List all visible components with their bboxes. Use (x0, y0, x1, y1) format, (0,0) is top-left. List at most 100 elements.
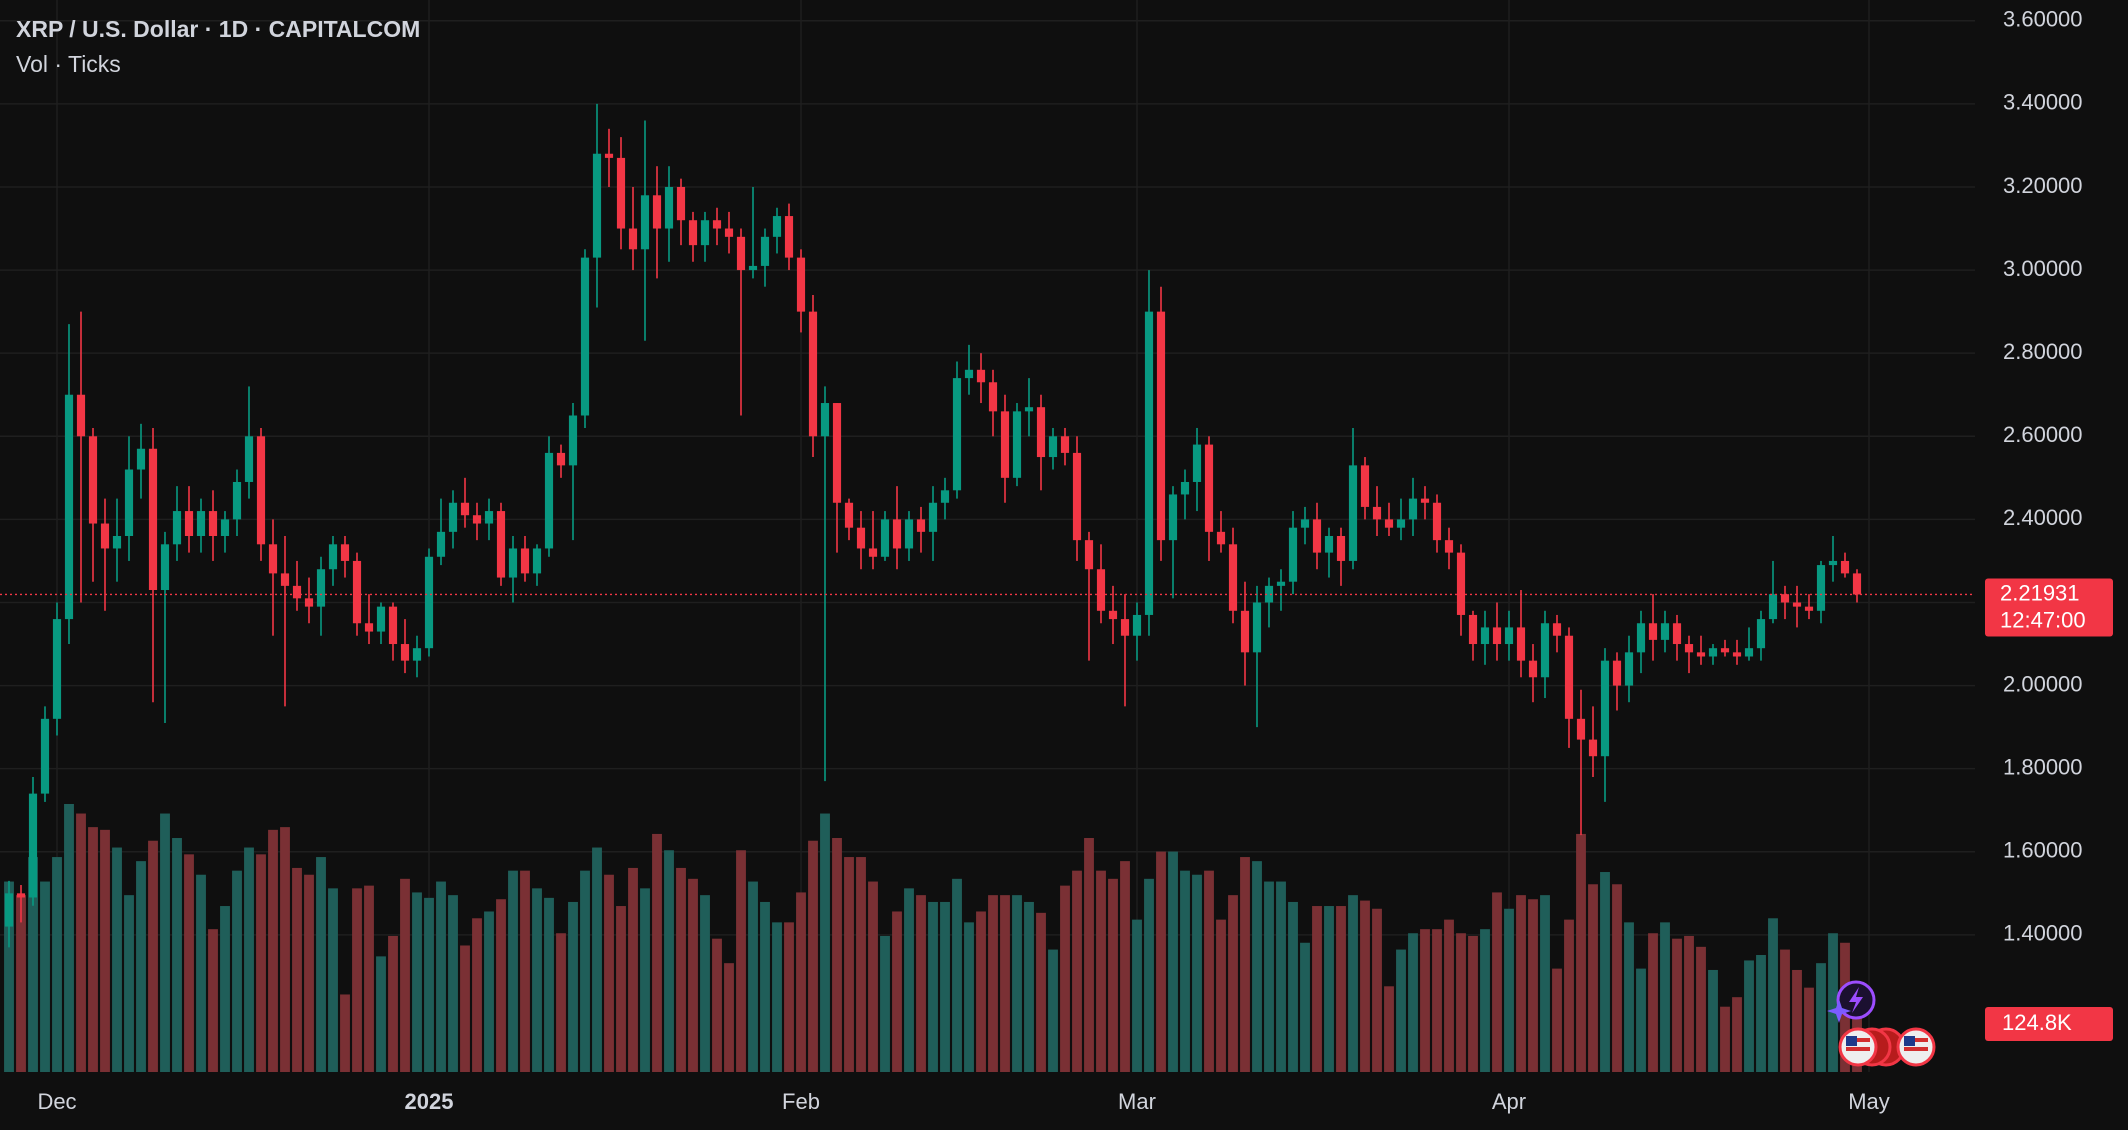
candle-body (220, 519, 230, 536)
candle-body (1372, 506, 1382, 520)
candle-body (652, 195, 662, 229)
y-tick-label: 2.80000 (2003, 339, 2083, 364)
candle-body (1828, 560, 1838, 566)
volume-bar (1684, 935, 1694, 1072)
candle-body (124, 469, 134, 536)
y-tick-label: 1.80000 (2003, 754, 2083, 779)
candle-body (736, 236, 746, 271)
volume-bar (568, 901, 578, 1072)
volume-bar (1156, 851, 1166, 1072)
candle-body (172, 511, 182, 545)
candle-body (280, 573, 290, 586)
volume-bar (1780, 949, 1790, 1072)
volume-bar (376, 956, 386, 1072)
volume-bar (604, 874, 614, 1072)
volume-bar (1300, 942, 1310, 1072)
volume-bar (916, 895, 926, 1072)
volume-bar (268, 829, 278, 1072)
volume-bar (412, 892, 422, 1072)
candle-body (292, 585, 302, 599)
volume-bar (484, 911, 494, 1072)
candle-body (1384, 519, 1394, 528)
candle-body (1516, 627, 1526, 661)
candle-body (1756, 619, 1766, 649)
volume-bar (808, 840, 818, 1072)
candle-body (1660, 623, 1670, 640)
candle-body (304, 598, 314, 607)
candle-body (64, 394, 74, 620)
volume-bar (1480, 929, 1490, 1072)
volume-bar (1444, 919, 1454, 1072)
volume-bar (1504, 908, 1514, 1072)
candle-body (964, 369, 974, 379)
volume-value-label: 124.8K (2002, 1010, 2072, 1035)
volume-bar (1624, 922, 1634, 1072)
candle-body (580, 257, 590, 416)
volume-bar (1372, 908, 1382, 1072)
volume-bar (304, 874, 314, 1072)
volume-bar (1012, 895, 1022, 1072)
candle-body (1480, 627, 1490, 645)
volume-bar (52, 857, 62, 1072)
candle-body (856, 527, 866, 549)
candle-body (760, 236, 770, 266)
candle-body (1684, 644, 1694, 653)
candle-body (796, 257, 806, 312)
volume-bar (184, 854, 194, 1072)
candle-body (1816, 565, 1826, 611)
volume-bar (1240, 857, 1250, 1072)
candle-body (1744, 648, 1754, 657)
candle-body (1444, 540, 1454, 553)
volume-bar (1180, 870, 1190, 1072)
event-icons[interactable] (1827, 980, 1936, 1067)
y-tick-label: 3.20000 (2003, 173, 2083, 198)
candle-body (1000, 411, 1010, 478)
volume-bar (1360, 900, 1370, 1072)
candle-body (1252, 602, 1262, 653)
volume-bar (280, 827, 290, 1072)
volume-bar (1252, 861, 1262, 1072)
volume-bar (1000, 895, 1010, 1072)
candle-body (460, 502, 470, 516)
volume-bar (616, 906, 626, 1072)
volume-bar (1660, 922, 1670, 1072)
candle-body (16, 893, 26, 898)
volume-bar (1612, 884, 1622, 1072)
flag-stripe (1846, 1047, 1870, 1051)
candle-body (436, 531, 446, 557)
candle-body (1564, 635, 1574, 719)
volume-bar (1768, 918, 1778, 1072)
volume-bar (76, 813, 86, 1072)
candle-body (916, 519, 926, 532)
candle-body (232, 481, 242, 520)
candle-body (1576, 718, 1586, 740)
volume-bar (292, 867, 302, 1072)
candle-body (1048, 436, 1058, 458)
x-tick-label: Dec (37, 1089, 76, 1114)
volume-bar (700, 895, 710, 1072)
volume-bar (28, 857, 38, 1072)
candle-body (976, 369, 986, 383)
candle-body (688, 220, 698, 246)
volume-bar (988, 895, 998, 1072)
candle-body (1720, 648, 1730, 653)
candle-body (496, 511, 506, 578)
volume-bar (388, 935, 398, 1072)
last-price-box (1985, 578, 2113, 637)
volume-bar (1048, 949, 1058, 1072)
candle-body (628, 228, 638, 250)
candle-body (1600, 660, 1610, 757)
candle-body (184, 511, 194, 536)
candle-body (268, 544, 278, 574)
volume-bar (1792, 969, 1802, 1072)
volume-bar (1492, 892, 1502, 1072)
volume-bar (1204, 870, 1214, 1072)
last-price-label: 2.21931 (2000, 580, 2080, 605)
candle-body (76, 394, 86, 437)
candle-body (952, 378, 962, 491)
volume-bar (1192, 874, 1202, 1072)
candle-body (1120, 619, 1130, 636)
candle-body (100, 523, 110, 549)
candle-body (1216, 531, 1226, 545)
